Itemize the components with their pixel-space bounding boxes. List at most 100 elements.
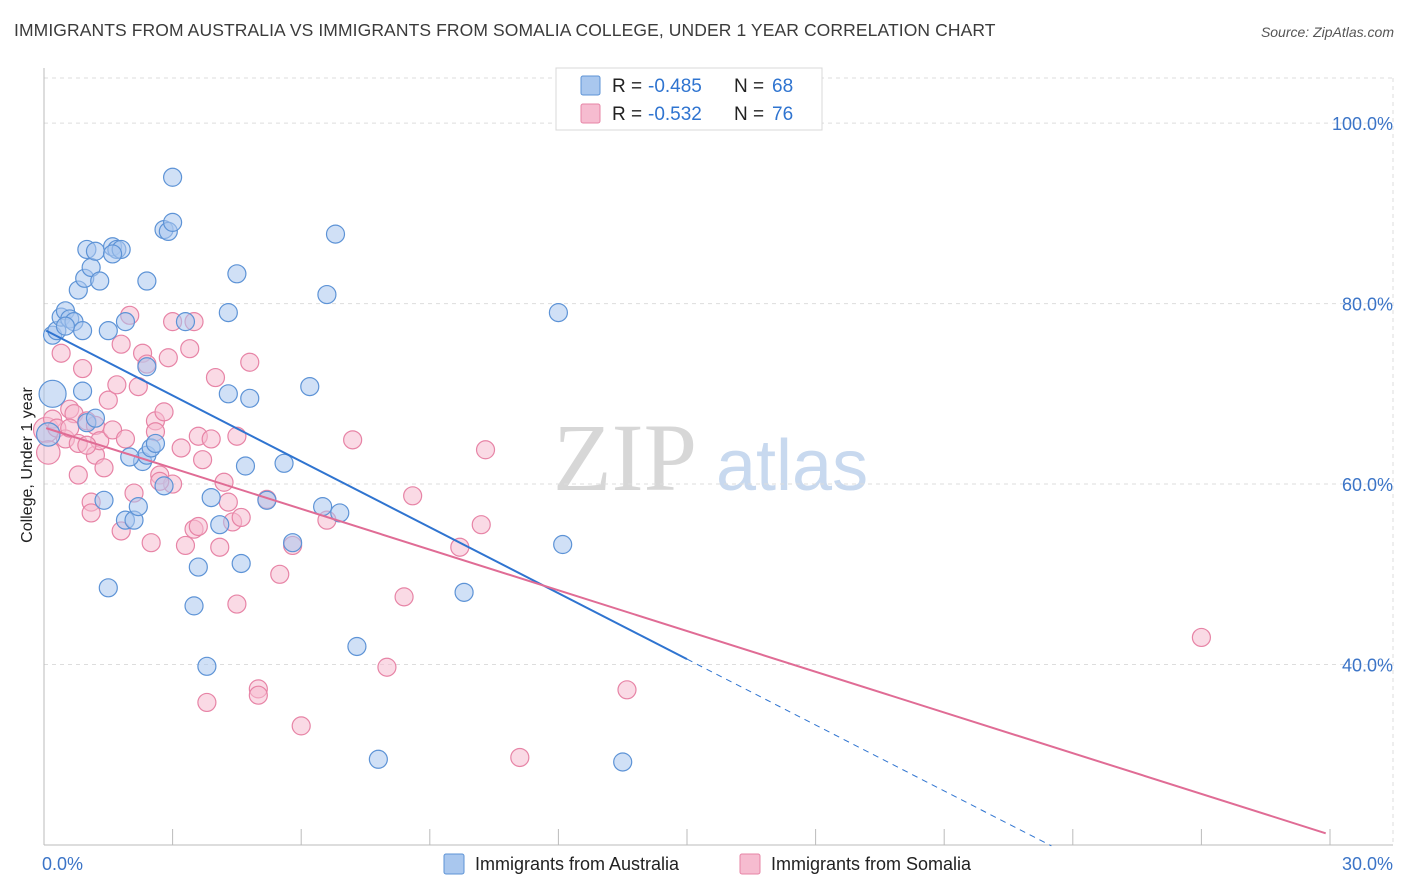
australia-point-22 [85, 408, 106, 428]
somalia-point-51 [231, 507, 251, 528]
australia-point-20 [72, 381, 93, 401]
somalia-point-17 [94, 458, 114, 478]
australia-point-67 [145, 433, 166, 454]
y-tick-label-3: 100.0% [1332, 114, 1393, 134]
series-australia-points [35, 167, 633, 772]
australia-point-60 [368, 749, 388, 769]
australia-r-value: -0.485 [648, 76, 702, 97]
australia-point-27 [128, 497, 148, 517]
australia-point-46 [218, 303, 238, 323]
legend-swatch-somalia [739, 853, 761, 875]
legend-swatch-australia [443, 853, 465, 875]
bottom-legend: Immigrants from Australia Immigrants fro… [443, 853, 972, 875]
somalia-point-18 [98, 390, 118, 410]
somalia-point-62 [394, 587, 414, 607]
stats-legend-box: R = -0.485 N = 68 R = -0.532 N = 76 [555, 67, 823, 131]
chart-source: Source: ZipAtlas.com [1260, 24, 1394, 40]
australia-point-61 [454, 582, 474, 602]
australia-point-57 [325, 224, 346, 244]
australia-point-23 [94, 490, 114, 510]
somalia-n-value: 76 [772, 104, 793, 125]
australia-point-33 [137, 271, 157, 291]
australia-point-44 [210, 515, 230, 535]
somalia-point-52 [240, 352, 260, 372]
somalia-point-34 [158, 348, 178, 368]
somalia-point-73 [77, 435, 97, 455]
somalia-stat-swatch [580, 103, 601, 124]
x-tick-labels: 0.0% 30.0% [42, 854, 1393, 874]
somalia-point-38 [175, 535, 196, 556]
australia-point-40 [184, 596, 204, 616]
somalia-r-value: -0.532 [648, 104, 702, 125]
australia-point-48 [231, 553, 251, 574]
somalia-point-46 [205, 367, 226, 388]
watermark-atlas: atlas [716, 426, 868, 506]
australia-point-49 [235, 456, 256, 476]
somalia-point-23 [115, 429, 136, 449]
australia-r-label: R = [612, 76, 642, 97]
y-tick-label-1: 60.0% [1342, 475, 1393, 495]
somalia-point-49 [227, 426, 247, 446]
australia-n-label: N = [734, 76, 764, 97]
australia-point-50 [240, 388, 260, 408]
legend-label-australia: Immigrants from Australia [475, 854, 680, 874]
australia-point-52 [274, 453, 294, 473]
australia-point-54 [300, 377, 320, 397]
somalia-point-39 [180, 339, 200, 359]
australia-point-38 [163, 212, 183, 232]
australia-point-39 [175, 312, 196, 332]
australia-point-19 [115, 312, 136, 332]
x-tick-label-0: 0.0% [42, 854, 83, 874]
somalia-point-60 [343, 430, 363, 450]
australia-stat-swatch [580, 75, 601, 96]
australia-point-41 [188, 557, 208, 577]
australia-point-43 [201, 487, 221, 508]
australia-point-62 [548, 303, 569, 323]
somalia-point-43 [193, 450, 213, 470]
australia-point-47 [227, 264, 247, 284]
y-tick-labels: 40.0% 60.0% 80.0% 100.0% [1332, 114, 1393, 675]
australia-point-0 [38, 379, 67, 408]
somalia-point-20 [107, 375, 127, 395]
australia-point-45 [218, 384, 238, 404]
australia-point-56 [317, 284, 337, 305]
somalia-point-70 [188, 516, 208, 537]
watermark-zip: ZIP [553, 404, 697, 511]
australia-point-1 [35, 422, 61, 447]
trend-lines [45, 329, 1327, 847]
x-tick-label-1: 30.0% [1342, 854, 1393, 874]
somalia-point-29 [141, 533, 161, 553]
australia-point-65 [55, 316, 76, 336]
australia-trend-extension [686, 658, 1052, 847]
somalia-point-65 [471, 515, 491, 535]
australia-point-9 [72, 321, 93, 341]
australia-point-34 [154, 476, 174, 496]
somalia-point-44 [197, 692, 217, 713]
series-somalia-points [32, 305, 1212, 768]
somalia-point-37 [171, 438, 191, 458]
somalia-point-9 [68, 465, 88, 485]
chart-title: IMMIGRANTS FROM AUSTRALIA VS IMMIGRANTS … [14, 20, 996, 40]
australia-point-63 [553, 534, 573, 555]
somalia-point-67 [510, 747, 530, 768]
australia-n-value: 68 [772, 76, 793, 97]
australia-point-32 [137, 357, 157, 377]
somalia-point-56 [270, 564, 290, 584]
somalia-point-61 [377, 657, 397, 677]
somalia-point-72 [60, 418, 80, 438]
somalia-point-13 [81, 503, 101, 523]
somalia-point-69 [1191, 627, 1212, 648]
somalia-point-71 [210, 537, 230, 557]
watermark: ZIP atlas [553, 404, 868, 511]
somalia-point-45 [201, 429, 221, 449]
somalia-point-4 [51, 343, 71, 363]
somalia-point-10 [72, 358, 93, 379]
somalia-point-66 [475, 440, 496, 460]
somalia-point-54 [248, 685, 268, 705]
somalia-point-64 [450, 537, 470, 557]
y-tick-label-0: 40.0% [1342, 656, 1393, 676]
legend-label-somalia: Immigrants from Somalia [771, 854, 972, 874]
somalia-r-label: R = [612, 104, 642, 125]
